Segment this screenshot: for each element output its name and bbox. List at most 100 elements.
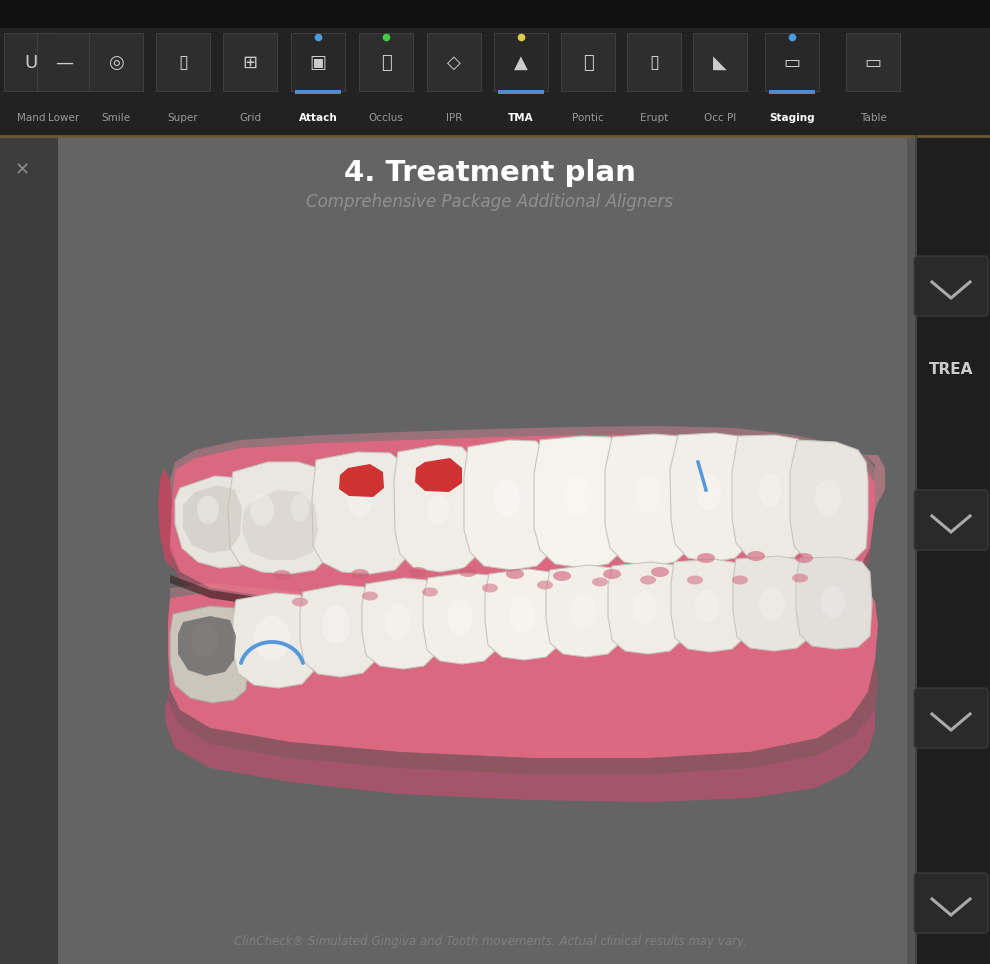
- FancyBboxPatch shape: [846, 33, 900, 91]
- Ellipse shape: [409, 567, 427, 577]
- Ellipse shape: [254, 616, 290, 660]
- Ellipse shape: [322, 606, 350, 644]
- Ellipse shape: [815, 480, 841, 516]
- Ellipse shape: [592, 577, 608, 586]
- Polygon shape: [170, 583, 875, 612]
- Polygon shape: [170, 575, 868, 620]
- Text: ▯: ▯: [178, 54, 188, 72]
- Text: Grid: Grid: [239, 113, 261, 123]
- Text: ▲: ▲: [514, 54, 528, 72]
- Ellipse shape: [564, 476, 592, 516]
- FancyBboxPatch shape: [89, 33, 143, 91]
- Polygon shape: [339, 464, 384, 497]
- FancyBboxPatch shape: [914, 873, 988, 933]
- FancyBboxPatch shape: [561, 33, 615, 91]
- Text: Mand: Mand: [17, 113, 46, 123]
- Polygon shape: [670, 433, 749, 562]
- Polygon shape: [312, 452, 408, 574]
- FancyBboxPatch shape: [916, 136, 990, 964]
- Text: ◎: ◎: [108, 54, 124, 72]
- Polygon shape: [485, 569, 560, 660]
- FancyBboxPatch shape: [914, 490, 988, 550]
- Ellipse shape: [191, 624, 219, 656]
- FancyBboxPatch shape: [693, 33, 747, 91]
- Ellipse shape: [273, 570, 291, 580]
- Polygon shape: [605, 434, 690, 566]
- Text: Super: Super: [167, 113, 198, 123]
- FancyBboxPatch shape: [498, 90, 544, 94]
- Ellipse shape: [291, 494, 309, 522]
- Ellipse shape: [385, 604, 411, 640]
- Ellipse shape: [447, 600, 473, 636]
- Ellipse shape: [603, 569, 621, 579]
- FancyBboxPatch shape: [156, 33, 210, 91]
- Ellipse shape: [640, 576, 656, 584]
- Ellipse shape: [347, 480, 373, 516]
- Ellipse shape: [695, 589, 719, 623]
- Polygon shape: [534, 436, 624, 568]
- Polygon shape: [790, 440, 868, 564]
- Polygon shape: [362, 578, 437, 669]
- Ellipse shape: [687, 576, 703, 584]
- Text: —: —: [55, 54, 73, 72]
- FancyBboxPatch shape: [907, 136, 916, 964]
- Polygon shape: [394, 445, 478, 572]
- Polygon shape: [423, 573, 498, 664]
- Ellipse shape: [197, 496, 219, 524]
- Text: Staging: Staging: [769, 113, 815, 123]
- Ellipse shape: [570, 593, 596, 628]
- Polygon shape: [183, 485, 242, 553]
- Ellipse shape: [427, 495, 449, 525]
- FancyBboxPatch shape: [765, 33, 819, 91]
- Polygon shape: [464, 440, 551, 570]
- Text: Pontic: Pontic: [572, 113, 604, 123]
- FancyBboxPatch shape: [359, 33, 413, 91]
- Text: Erupt: Erupt: [640, 113, 668, 123]
- Text: TMA: TMA: [508, 113, 534, 123]
- Polygon shape: [242, 490, 318, 560]
- Text: Comprehensive Package Additional Aligners: Comprehensive Package Additional Aligner…: [307, 193, 673, 211]
- Polygon shape: [165, 700, 875, 802]
- Ellipse shape: [362, 592, 378, 601]
- Polygon shape: [300, 585, 376, 677]
- Polygon shape: [168, 655, 878, 774]
- FancyBboxPatch shape: [37, 33, 91, 91]
- FancyBboxPatch shape: [427, 33, 481, 91]
- FancyBboxPatch shape: [295, 90, 341, 94]
- Ellipse shape: [422, 587, 438, 597]
- FancyBboxPatch shape: [0, 0, 990, 28]
- Ellipse shape: [351, 569, 369, 579]
- Polygon shape: [170, 434, 875, 612]
- Polygon shape: [733, 556, 812, 651]
- Text: Table: Table: [859, 113, 886, 123]
- Polygon shape: [175, 476, 252, 568]
- Ellipse shape: [506, 569, 524, 579]
- Ellipse shape: [250, 494, 274, 526]
- FancyBboxPatch shape: [0, 136, 58, 964]
- Ellipse shape: [553, 571, 571, 581]
- Text: 🔔: 🔔: [583, 54, 593, 72]
- Polygon shape: [158, 468, 175, 570]
- FancyBboxPatch shape: [291, 33, 345, 91]
- Ellipse shape: [482, 583, 498, 593]
- Text: ClinCheck® Simulated Gingiva and Tooth movements. Actual clinical results may va: ClinCheck® Simulated Gingiva and Tooth m…: [234, 935, 746, 949]
- Text: ⊞: ⊞: [243, 54, 257, 72]
- Polygon shape: [228, 462, 328, 574]
- Polygon shape: [546, 565, 622, 657]
- Ellipse shape: [635, 475, 661, 513]
- Polygon shape: [233, 593, 314, 688]
- Ellipse shape: [651, 567, 669, 577]
- Text: Attach: Attach: [299, 113, 338, 123]
- Text: TREA: TREA: [929, 362, 973, 378]
- Ellipse shape: [697, 474, 721, 510]
- Ellipse shape: [795, 553, 813, 563]
- Text: Lower: Lower: [49, 113, 79, 123]
- Ellipse shape: [759, 587, 785, 621]
- FancyBboxPatch shape: [769, 90, 815, 94]
- FancyBboxPatch shape: [494, 33, 548, 91]
- Ellipse shape: [792, 574, 808, 582]
- Text: Occ Pl: Occ Pl: [704, 113, 737, 123]
- Text: ▭: ▭: [864, 54, 881, 72]
- Polygon shape: [671, 559, 746, 652]
- FancyBboxPatch shape: [627, 33, 681, 91]
